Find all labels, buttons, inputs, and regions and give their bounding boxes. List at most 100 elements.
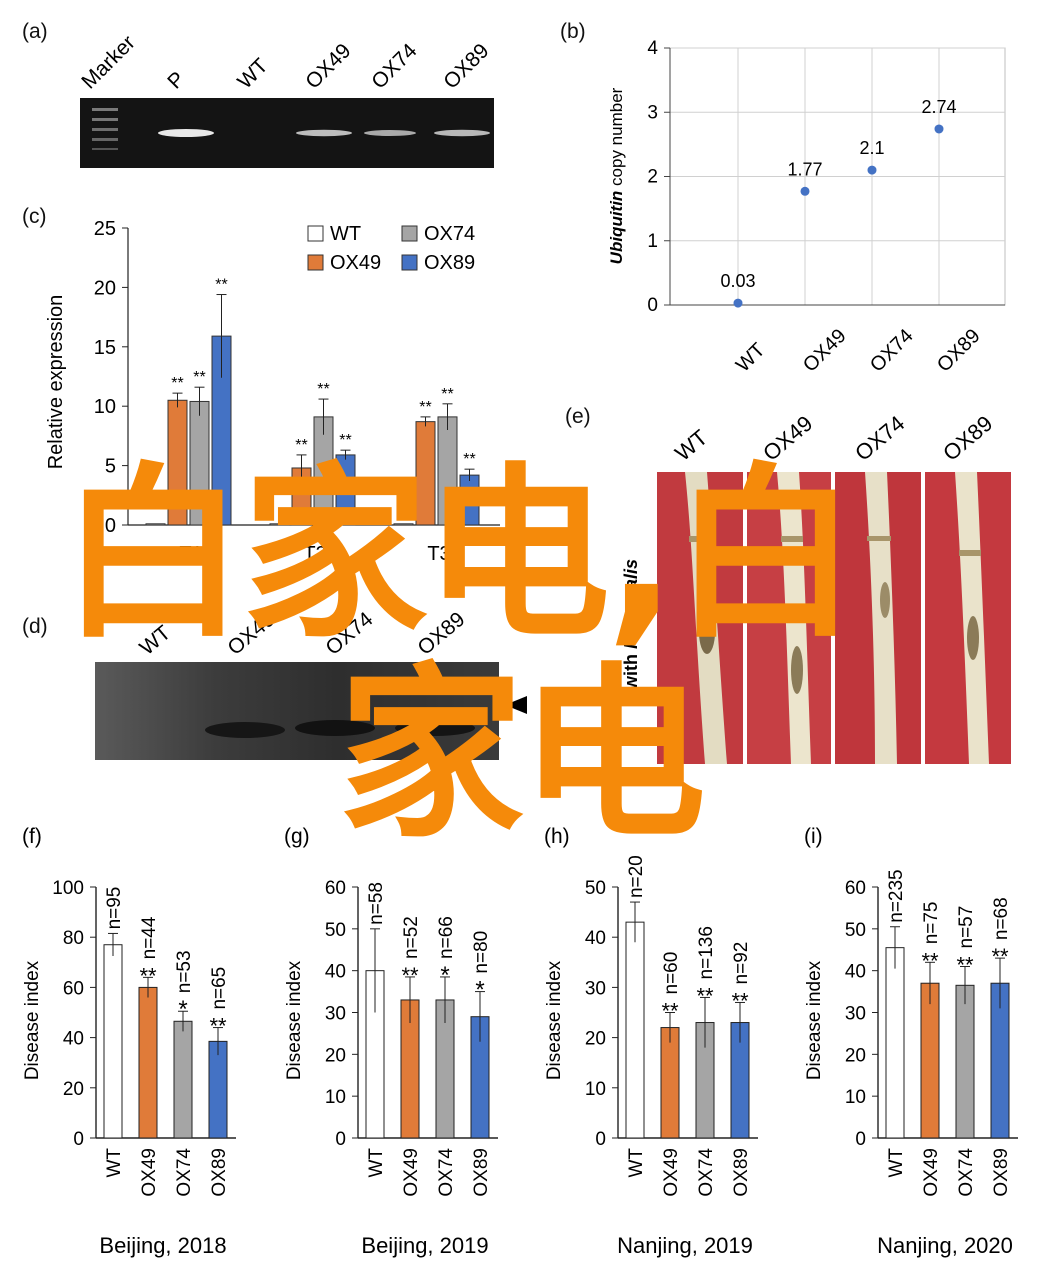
gel-lane-label: OX89 <box>439 39 493 93</box>
y-tick-label: 30 <box>845 1004 866 1025</box>
legend-swatch <box>307 254 324 271</box>
bar-wt <box>625 921 645 1139</box>
bar-ox49 <box>660 1027 680 1139</box>
significance-mark: ** <box>339 432 351 449</box>
panel-label: (i) <box>804 825 823 848</box>
y-tick-label: 0 <box>855 1129 866 1150</box>
sample-size-label: n=52 <box>401 916 422 959</box>
photo-lane-label: OX89 <box>938 411 997 466</box>
panel-b-label: (b) <box>560 20 586 43</box>
bar-wt <box>145 523 166 526</box>
panel-footer: Nanjing, 2020 <box>877 1233 1013 1258</box>
legend-label: OX49 <box>330 252 381 274</box>
y-tick-label: 20 <box>585 1029 606 1050</box>
y-tick-label: 20 <box>845 1045 866 1066</box>
y-tick-label: 40 <box>585 928 606 949</box>
legend-swatch <box>307 225 324 242</box>
data-point <box>800 186 810 196</box>
significance-mark: ** <box>696 983 714 1008</box>
y-tick-label: 10 <box>585 1079 606 1100</box>
panel-d-label: (d) <box>22 615 48 638</box>
data-point <box>733 298 743 308</box>
significance-mark: * <box>475 977 484 1004</box>
x-tick-label: OX89 <box>471 1148 492 1197</box>
data-label: 1.77 <box>787 159 822 179</box>
bar-wt <box>269 523 290 526</box>
significance-mark: ** <box>661 999 679 1024</box>
y-tick-label: 0 <box>73 1129 84 1150</box>
significance-mark: ** <box>921 948 939 973</box>
bar-ox89 <box>208 1040 228 1139</box>
x-tick-label: OX89 <box>209 1148 230 1197</box>
sample-size-label: n=44 <box>139 916 160 959</box>
sample-size-label: n=58 <box>366 882 387 925</box>
y-tick-label: 2 <box>647 167 658 188</box>
y-tick-label: 25 <box>94 218 116 240</box>
y-axis-label: Disease index <box>544 960 565 1080</box>
chart-b-ylabel: Ubiquitin copy number <box>607 87 626 264</box>
bar-wt <box>885 947 905 1139</box>
significance-mark: ** <box>991 944 1009 969</box>
y-tick-label: 60 <box>845 878 866 899</box>
sample-size-label: n=95 <box>104 887 125 930</box>
x-tick-label: WT <box>732 339 770 377</box>
x-tick-label: WT <box>366 1148 387 1178</box>
chart-c-ylabel: Relative expression <box>45 295 67 470</box>
significance-mark: ** <box>463 451 475 468</box>
y-tick-label: 50 <box>585 878 606 899</box>
y-tick-label: 5 <box>105 456 116 478</box>
y-axis-label: Disease index <box>284 960 305 1080</box>
x-tick-label: WT <box>104 1148 125 1178</box>
panel-a-gel: Marker P WT OX49 OX74 OX89 <box>77 31 494 168</box>
y-axis-label: Disease index <box>22 960 43 1080</box>
y-tick-label: 20 <box>94 277 116 299</box>
significance-mark: ** <box>295 437 307 454</box>
sample-size-label: n=53 <box>174 950 195 993</box>
sample-size-label: n=20 <box>626 855 647 898</box>
y-tick-label: 0 <box>647 295 658 316</box>
bar-wt <box>103 944 123 1139</box>
x-tick-label: OX74 <box>866 325 918 377</box>
panel-d-blot: WT OX49 OX74 OX89 <box>95 607 527 760</box>
x-tick-label: WT <box>886 1148 907 1178</box>
x-tick-label: OX49 <box>401 1148 422 1197</box>
y-tick-label: 3 <box>647 102 658 123</box>
x-tick-label: OX74 <box>174 1148 195 1197</box>
y-tick-label: 50 <box>325 920 346 941</box>
y-tick-label: 20 <box>325 1045 346 1066</box>
x-tick-label: OX49 <box>799 325 851 377</box>
watermark-line-2: 家电 <box>338 646 706 863</box>
y-tick-label: 4 <box>647 38 658 59</box>
sample-size-label: n=60 <box>661 952 682 995</box>
significance-mark: ** <box>956 952 974 977</box>
x-tick-label: OX89 <box>731 1148 752 1197</box>
panel-footer: Beijing, 2018 <box>99 1233 226 1258</box>
significance-mark: ** <box>139 963 157 988</box>
bar-ox74 <box>173 1020 193 1139</box>
y-tick-label: 40 <box>325 962 346 983</box>
sample-size-label: n=68 <box>991 897 1012 940</box>
legend-swatch <box>401 254 418 271</box>
y-axis-label: Disease index <box>804 960 825 1080</box>
panel-footer: Nanjing, 2019 <box>617 1233 753 1258</box>
chart-h-disease-index: (h) Disease index 0 10 20 30 40 50 n=20 WT ** n=60 O… <box>544 825 758 1258</box>
y-tick-label: 10 <box>325 1087 346 1108</box>
chart-b-ubiquitin-copy-number: Ubiquitin copy number 0 1 2 3 4 WT OX49 OX74 OX8… <box>607 38 1006 377</box>
data-label: 0.03 <box>720 271 755 291</box>
data-label: 2.1 <box>859 138 884 158</box>
y-tick-label: 40 <box>63 1029 84 1050</box>
panel-label: (g) <box>284 825 310 848</box>
y-tick-label: 60 <box>63 978 84 999</box>
significance-mark: ** <box>401 963 419 988</box>
gel-lane-label: Marker <box>77 31 139 93</box>
significance-mark: ** <box>441 386 453 403</box>
bar-wt <box>393 523 414 526</box>
bar-ox74 <box>955 984 975 1139</box>
panel-label: (f) <box>22 825 42 848</box>
chart-i-disease-index: (i) Disease index 0 10 20 30 40 50 60 n=235 WT ** n=… <box>804 825 1018 1258</box>
sample-size-label: n=92 <box>731 942 752 985</box>
bar-ox49 <box>920 982 940 1139</box>
photo-lane-label: OX74 <box>850 411 909 466</box>
x-tick-label: WT <box>626 1148 647 1178</box>
